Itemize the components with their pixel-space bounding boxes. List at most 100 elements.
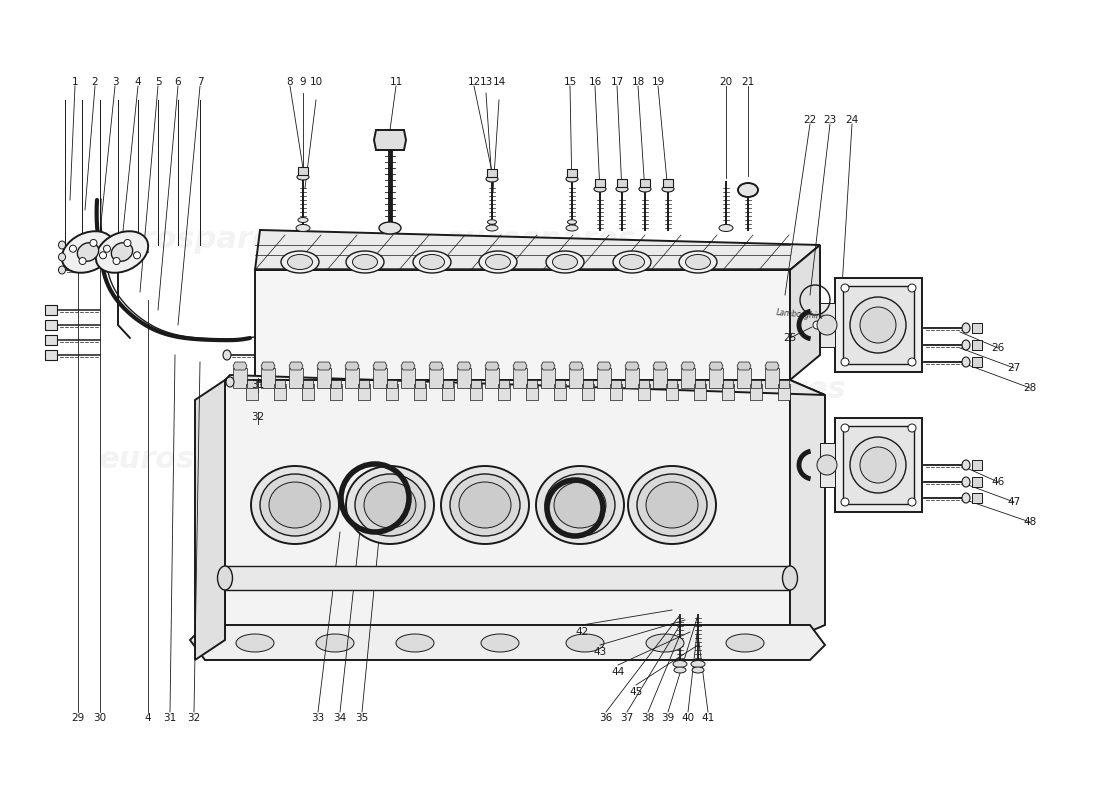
Text: 44: 44 (612, 667, 625, 677)
Ellipse shape (639, 186, 651, 192)
Bar (414, 384, 426, 400)
Polygon shape (790, 245, 820, 380)
Ellipse shape (962, 357, 970, 367)
Bar (710, 368, 723, 388)
Bar (638, 384, 650, 400)
Polygon shape (625, 362, 639, 370)
Ellipse shape (546, 251, 584, 273)
Bar (764, 368, 779, 388)
Ellipse shape (536, 466, 624, 544)
Bar (471, 380, 481, 388)
Text: 41: 41 (702, 713, 715, 723)
Bar (569, 368, 583, 388)
Bar (779, 380, 789, 388)
Bar (610, 380, 621, 388)
Text: 21: 21 (741, 77, 755, 87)
Polygon shape (456, 362, 471, 370)
Ellipse shape (218, 566, 232, 590)
Bar (387, 380, 397, 388)
Ellipse shape (236, 634, 274, 652)
Ellipse shape (619, 254, 645, 270)
Ellipse shape (419, 254, 444, 270)
Text: 13: 13 (480, 77, 493, 87)
Polygon shape (373, 362, 387, 370)
Ellipse shape (280, 251, 319, 273)
Ellipse shape (396, 634, 435, 652)
Circle shape (908, 498, 916, 506)
Bar (45, 320, 57, 330)
Text: 12: 12 (468, 77, 481, 87)
Ellipse shape (412, 251, 451, 273)
Polygon shape (737, 362, 751, 370)
Bar (625, 368, 639, 388)
Bar (456, 368, 471, 388)
Circle shape (817, 315, 837, 335)
Ellipse shape (486, 225, 498, 231)
Ellipse shape (613, 251, 651, 273)
Ellipse shape (297, 174, 309, 180)
Polygon shape (429, 362, 443, 370)
Ellipse shape (662, 186, 674, 192)
Text: 4: 4 (134, 77, 141, 87)
Text: 11: 11 (389, 77, 403, 87)
Bar (274, 384, 286, 400)
Bar (275, 380, 285, 388)
Text: 31: 31 (252, 380, 265, 390)
Bar (233, 368, 248, 388)
Polygon shape (345, 362, 359, 370)
Bar (723, 380, 733, 388)
Bar (667, 380, 676, 388)
Bar (737, 368, 751, 388)
Bar (358, 384, 370, 400)
Bar (595, 179, 605, 187)
Polygon shape (289, 362, 302, 370)
Bar (653, 368, 667, 388)
Bar (45, 350, 57, 360)
Text: eurospares: eurospares (99, 226, 292, 254)
Text: 3: 3 (112, 77, 119, 87)
Ellipse shape (459, 482, 512, 528)
Bar (443, 380, 453, 388)
Circle shape (908, 424, 916, 432)
Text: 15: 15 (563, 77, 576, 87)
Text: 26: 26 (991, 343, 1004, 353)
Ellipse shape (352, 254, 377, 270)
Circle shape (860, 307, 896, 343)
Bar (298, 167, 308, 175)
Text: 40: 40 (681, 713, 694, 723)
Bar (302, 380, 313, 388)
Bar (442, 384, 454, 400)
Bar (582, 384, 594, 400)
Text: 29: 29 (72, 713, 85, 723)
Text: 43: 43 (593, 647, 606, 657)
Text: 25: 25 (783, 333, 796, 343)
Ellipse shape (96, 231, 148, 273)
Ellipse shape (364, 482, 416, 528)
Bar (485, 368, 499, 388)
Circle shape (69, 246, 77, 252)
Bar (566, 169, 578, 177)
Bar (972, 357, 982, 367)
Ellipse shape (223, 350, 231, 360)
Text: 8: 8 (287, 77, 294, 87)
Ellipse shape (62, 231, 114, 273)
Text: 39: 39 (661, 713, 674, 723)
Text: 23: 23 (824, 115, 837, 125)
Polygon shape (485, 362, 499, 370)
Ellipse shape (646, 634, 684, 652)
Polygon shape (513, 362, 527, 370)
Ellipse shape (481, 634, 519, 652)
Text: 22: 22 (803, 115, 816, 125)
Ellipse shape (726, 634, 764, 652)
Bar (694, 384, 706, 400)
Bar (226, 566, 790, 590)
Bar (373, 368, 387, 388)
Ellipse shape (962, 493, 970, 503)
Text: 36: 36 (600, 713, 613, 723)
Polygon shape (255, 270, 790, 380)
Text: 1: 1 (72, 77, 78, 87)
Bar (617, 179, 627, 187)
Ellipse shape (552, 254, 578, 270)
Ellipse shape (111, 242, 133, 262)
Bar (972, 493, 982, 503)
